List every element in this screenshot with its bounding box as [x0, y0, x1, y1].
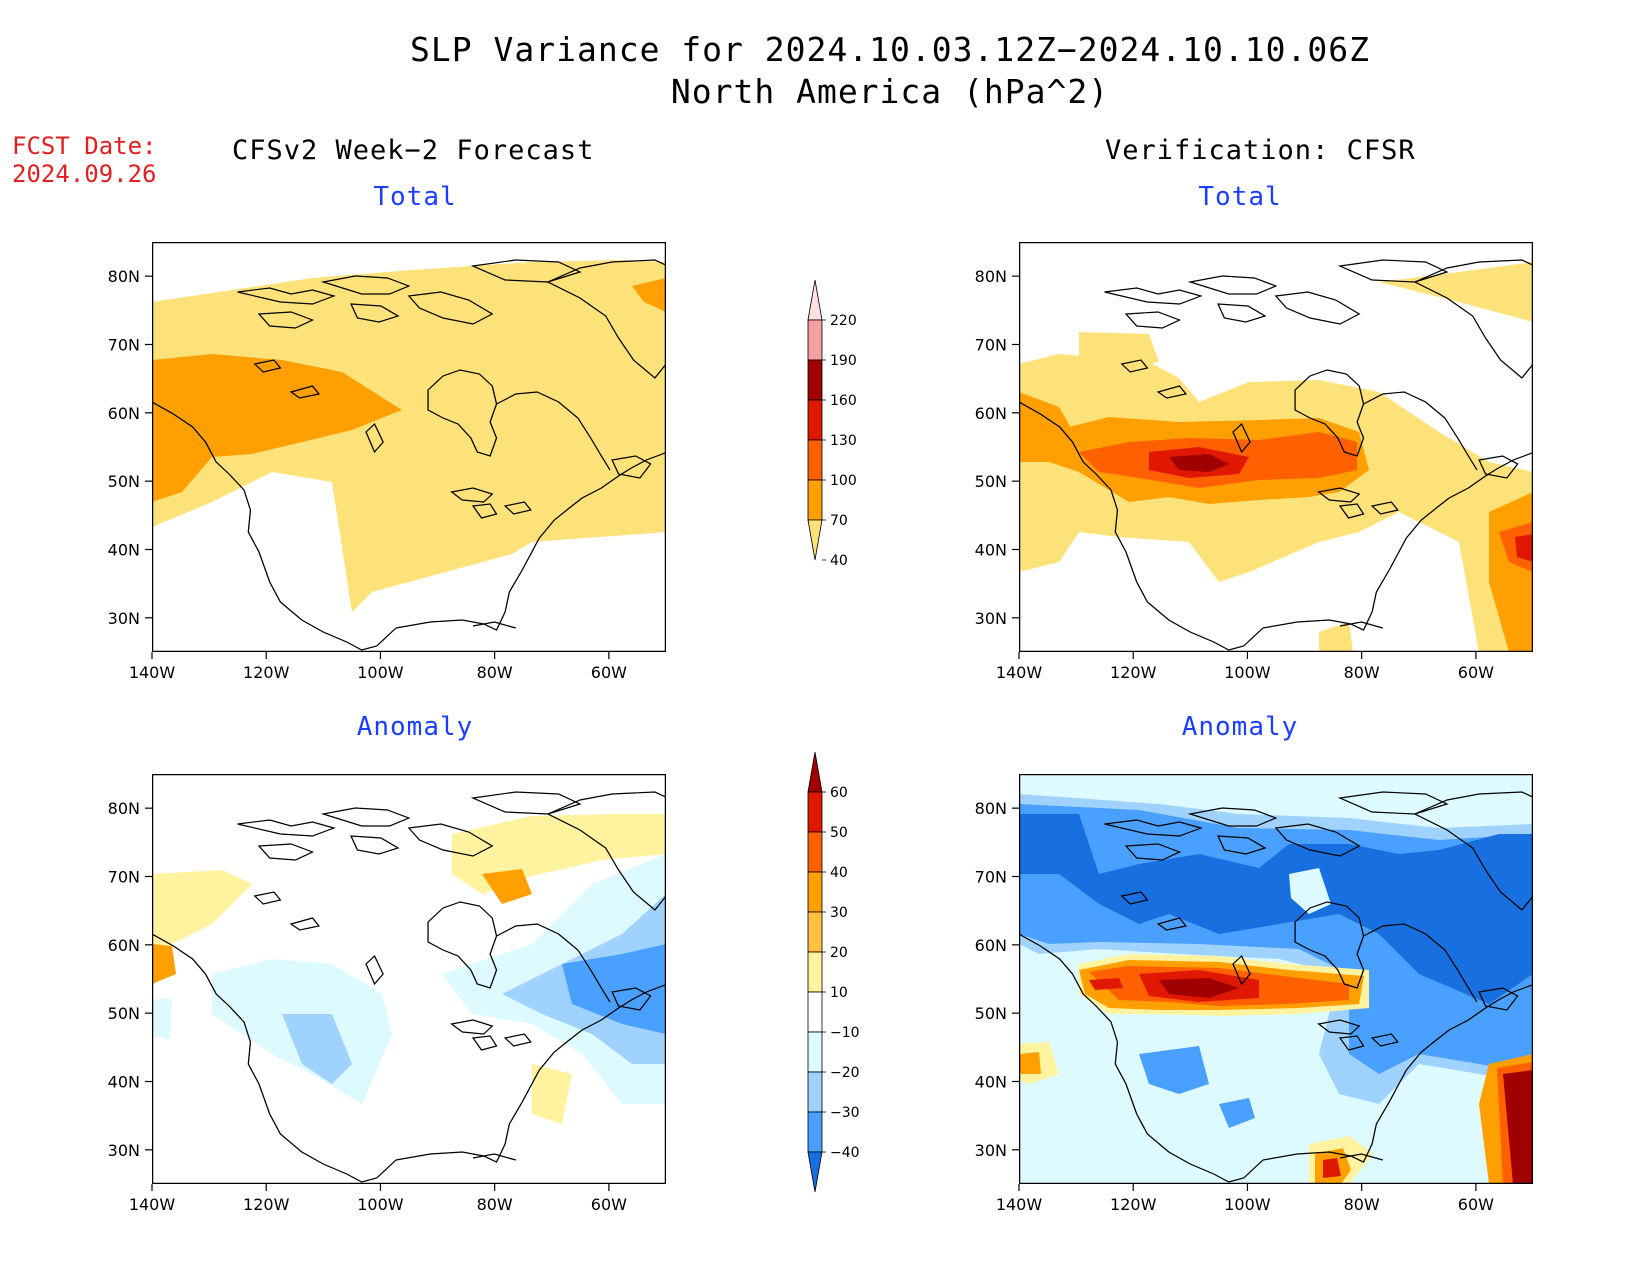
forecast-anomaly-lat-label: 30N: [108, 1141, 140, 1160]
anomaly-colorbar-swatch: [807, 951, 823, 993]
anomaly-colorbar-label: −20: [830, 1065, 860, 1081]
verification-total-map: [1019, 242, 1533, 652]
left-column-title: CFSv2 Week−2 Forecast: [232, 135, 595, 166]
anomaly-colorbar-label: 40: [830, 865, 848, 881]
anomaly-colorbar-label: −40: [830, 1145, 860, 1161]
anomaly-colorbar-label: 10: [830, 985, 848, 1001]
verification-anomaly-lat-label: 80N: [975, 799, 1007, 818]
right-column-title: Verification: CFSR: [1105, 135, 1416, 166]
forecast-total-map: [152, 242, 666, 652]
anomaly-colorbar-swatch: [807, 831, 823, 873]
verification-total-lat-label: 70N: [975, 336, 1007, 355]
anomaly-colorbar-swatch: [807, 1111, 823, 1153]
total-colorbar-label: 190: [830, 353, 857, 369]
forecast-total-field: [152, 260, 666, 612]
anomaly-colorbar-label: 50: [830, 825, 848, 841]
anomaly-colorbar-label: −10: [830, 1025, 860, 1041]
figure-title-line2: North America (hPa^2): [670, 72, 1110, 111]
forecast-anomaly-lon-label: 100W: [357, 1195, 404, 1214]
verification-total-lon-label: 120W: [1110, 663, 1157, 682]
fcst-date-label: FCST Date:: [12, 132, 157, 160]
verification-total-lat-label: 30N: [975, 609, 1007, 628]
forecast-total-lon-label: 120W: [243, 663, 290, 682]
verification-anomaly-lat-label: 50N: [975, 1004, 1007, 1023]
verification-anomaly-lon-label: 100W: [1224, 1195, 1271, 1214]
verification-anomaly-lon-label: 80W: [1344, 1195, 1380, 1214]
verification-anomaly-lon-label: 120W: [1110, 1195, 1157, 1214]
verification-anomaly-lat-label: 30N: [975, 1141, 1007, 1160]
anomaly-colorbar-swatch: [807, 991, 823, 1033]
forecast-anomaly-lon-label: 60W: [591, 1195, 627, 1214]
anomaly-colorbar-label: −30: [830, 1105, 860, 1121]
verification-total-lat-label: 50N: [975, 472, 1007, 491]
anomaly-colorbar-swatch: [807, 911, 823, 953]
forecast-total-lat-label: 50N: [108, 472, 140, 491]
forecast-total-lon-label: 60W: [591, 663, 627, 682]
forecast-anomaly-lat-label: 40N: [108, 1073, 140, 1092]
forecast-anomaly-lat-label: 60N: [108, 936, 140, 955]
total-colorbar-swatch: [807, 359, 823, 401]
forecast-total-lat-label: 40N: [108, 541, 140, 560]
verification-total-title: Total: [1198, 182, 1282, 212]
total-colorbar-swatch: [807, 439, 823, 481]
forecast-total-lat-label: 80N: [108, 267, 140, 286]
verification-total-lon-label: 100W: [1224, 663, 1271, 682]
anomaly-colorbar-swatch: [807, 871, 823, 913]
verification-total-lat-label: 40N: [975, 541, 1007, 560]
verification-anomaly-lat-label: 70N: [975, 868, 1007, 887]
verification-anomaly-lon-label: 140W: [996, 1195, 1043, 1214]
forecast-anomaly-map: [152, 774, 666, 1184]
anomaly-colorbar: 60 50 40 30 20 10 −10 −20 −30 −40: [807, 752, 860, 1193]
anomaly-colorbar-top-tip: [807, 752, 823, 793]
total-colorbar-label: 160: [830, 393, 857, 409]
forecast-anomaly-lon-label: 80W: [477, 1195, 513, 1214]
verification-total-lat-label: 80N: [975, 267, 1007, 286]
forecast-anomaly-lon-label: 140W: [129, 1195, 176, 1214]
forecast-total-lon-label: 140W: [129, 663, 176, 682]
verification-total-lon-label: 60W: [1458, 663, 1494, 682]
total-colorbar-top-tip: [807, 280, 823, 321]
forecast-anomaly-lat-label: 70N: [108, 868, 140, 887]
figure-title-line1: SLP Variance for 2024.10.03.12Z−2024.10.…: [410, 30, 1370, 69]
anomaly-colorbar-swatch: [807, 791, 823, 833]
forecast-anomaly-field: [152, 814, 666, 1124]
verification-total-lat-label: 60N: [975, 404, 1007, 423]
verification-anomaly-lat-label: 40N: [975, 1073, 1007, 1092]
anomaly-colorbar-label: 30: [830, 905, 848, 921]
total-colorbar-label: 100: [830, 473, 857, 489]
verification-anomaly-lat-label: 60N: [975, 936, 1007, 955]
total-colorbar-swatch: [807, 399, 823, 441]
total-colorbar-label: 40: [830, 553, 848, 569]
forecast-anomaly-lat-label: 80N: [108, 799, 140, 818]
forecast-anomaly-title: Anomaly: [356, 712, 474, 742]
anomaly-colorbar-bottom-tip: [807, 1151, 823, 1193]
total-colorbar-swatch: [807, 479, 823, 521]
total-colorbar: 220 190 160 130 100 70 40: [807, 280, 857, 569]
forecast-total-lat-label: 70N: [108, 336, 140, 355]
total-colorbar-label: 220: [830, 313, 857, 329]
verification-anomaly-title: Anomaly: [1181, 712, 1299, 742]
verification-anomaly-map: [1019, 774, 1533, 1184]
forecast-total-lon-label: 100W: [357, 663, 404, 682]
forecast-total-lon-label: 80W: [477, 663, 513, 682]
verification-total-lon-label: 80W: [1344, 663, 1380, 682]
total-colorbar-bottom-tip: [807, 519, 823, 561]
verification-anomaly-field: [1019, 774, 1533, 1184]
forecast-anomaly-lat-label: 50N: [108, 1004, 140, 1023]
total-colorbar-label: 130: [830, 433, 857, 449]
total-colorbar-label: 70: [830, 513, 848, 529]
verification-anomaly-lon-label: 60W: [1458, 1195, 1494, 1214]
anomaly-colorbar-label: 60: [830, 785, 848, 801]
anomaly-colorbar-swatch: [807, 1031, 823, 1073]
total-colorbar-swatch: [807, 319, 823, 361]
anomaly-colorbar-swatch: [807, 1071, 823, 1113]
fcst-date-value: 2024.09.26: [12, 160, 157, 188]
forecast-total-lat-label: 60N: [108, 404, 140, 423]
verification-total-lon-label: 140W: [996, 663, 1043, 682]
anomaly-colorbar-label: 20: [830, 945, 848, 961]
forecast-anomaly-lon-label: 120W: [243, 1195, 290, 1214]
forecast-total-lat-label: 30N: [108, 609, 140, 628]
forecast-total-title: Total: [373, 182, 457, 212]
